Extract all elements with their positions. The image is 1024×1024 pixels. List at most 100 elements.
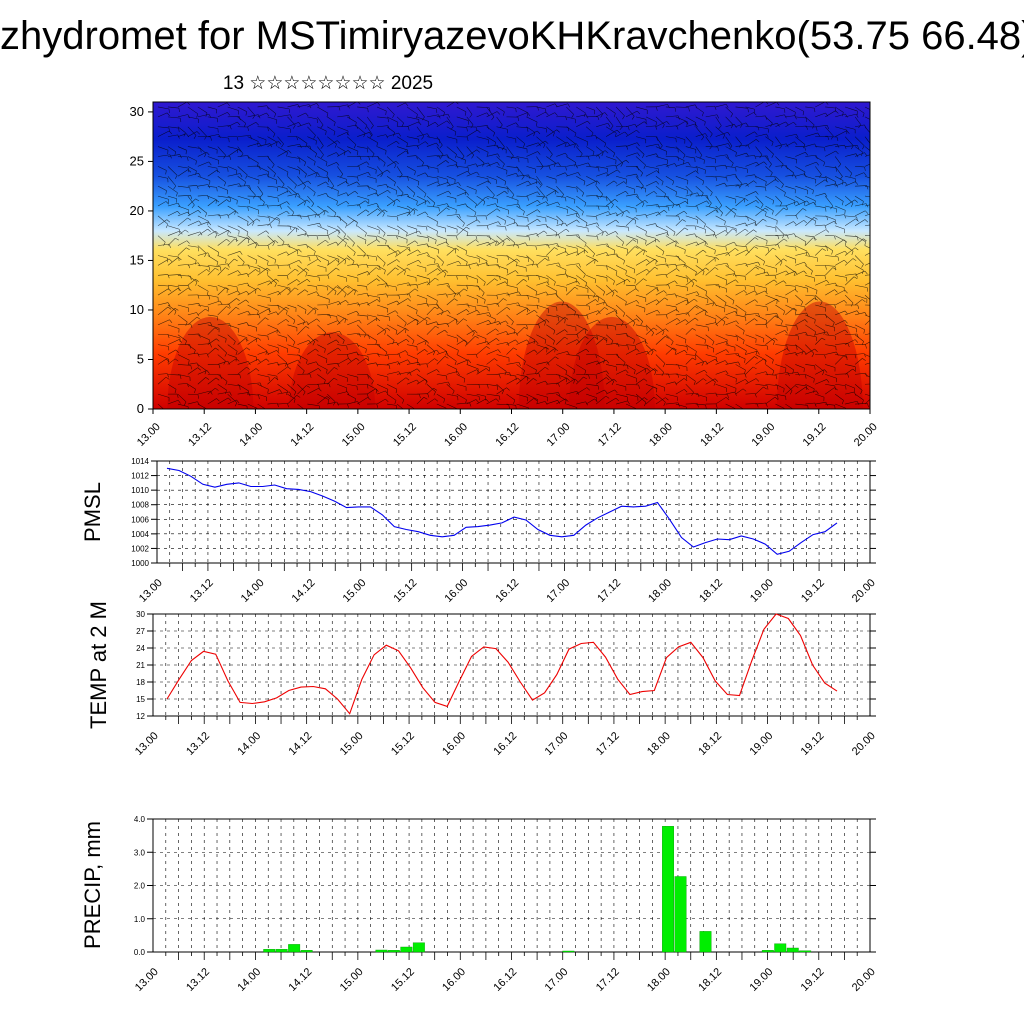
x-tick-label: 18.12 <box>698 421 726 449</box>
x-tick-label: 16.00 <box>440 730 468 758</box>
x-tick-label: 14.00 <box>235 730 263 758</box>
pmsl-ylabel: PMSL <box>80 482 105 542</box>
x-tick-label: 18.00 <box>645 730 673 758</box>
x-tick-label: 14.12 <box>287 730 315 758</box>
y-tick-label: 1002 <box>131 544 149 553</box>
x-tick-label: 17.12 <box>596 421 624 449</box>
precip-bar <box>263 949 276 953</box>
warm-plume <box>289 332 376 409</box>
x-tick-label: 16.12 <box>493 421 521 449</box>
x-tick-label: 17.00 <box>543 730 571 758</box>
y-tick-label: 1004 <box>131 530 149 539</box>
x-tick-label: 19.00 <box>749 421 777 449</box>
y-tick-label: 1012 <box>131 472 149 481</box>
warm-plume <box>776 301 863 409</box>
x-tick-label: 17.00 <box>543 966 571 994</box>
y-tick-label: 1010 <box>131 486 149 495</box>
y-tick-label: 25 <box>130 153 144 168</box>
y-tick-label: 27 <box>136 627 145 636</box>
x-tick-label: 13.00 <box>135 421 163 449</box>
y-tick-label: 2.0 <box>134 882 146 891</box>
x-tick-label: 15.00 <box>338 966 366 994</box>
x-tick-label: 13.00 <box>133 730 161 758</box>
y-tick-label: 1008 <box>131 501 149 510</box>
y-tick-label: 10 <box>130 302 144 317</box>
precip-bar <box>674 876 687 953</box>
precip-bar <box>774 943 787 953</box>
x-tick-label: 17.12 <box>594 966 622 994</box>
precip-bar <box>288 944 301 953</box>
x-tick-label: 14.12 <box>287 966 315 994</box>
temperature-ylabel: TEMP at 2 M <box>86 601 111 729</box>
x-tick-label: 15.12 <box>389 730 417 758</box>
pmsl-series-line <box>166 467 838 555</box>
y-tick-label: 30 <box>130 104 144 119</box>
precipitation-ylabel: PRECIP, mm <box>80 821 105 949</box>
x-tick-label: 13.12 <box>184 730 212 758</box>
x-tick-label: 14.00 <box>237 421 265 449</box>
y-tick-label: 1006 <box>131 515 149 524</box>
x-tick-label: 16.12 <box>491 730 519 758</box>
wind-barbs <box>157 102 870 409</box>
precip-bar <box>662 826 674 953</box>
x-tick-label: 17.00 <box>545 421 573 449</box>
y-tick-label: 12 <box>136 712 145 721</box>
x-tick-label: 16.12 <box>491 966 519 994</box>
x-tick-label: 15.00 <box>338 730 366 758</box>
precipitation-chart: PRECIP, mm 0.0 1.0 2.0 3.0 4.0 13.00 13.12 14.0… <box>80 815 878 994</box>
x-tick-label: 17.12 <box>594 730 622 758</box>
precip-bar <box>799 950 812 953</box>
pmsl-chart: PMSL 1000100210041006100810101012101413.… <box>80 457 878 605</box>
y-tick-label: 15 <box>136 695 145 704</box>
x-tick-label: 14.00 <box>235 966 263 994</box>
precip-bar <box>300 950 313 953</box>
x-tick-label: 13.00 <box>133 966 161 994</box>
y-tick-label: 18 <box>136 678 145 687</box>
precip-bar <box>375 949 388 953</box>
x-tick-label: 18.00 <box>647 421 675 449</box>
y-tick-label: 15 <box>130 252 144 267</box>
x-tick-label: 19.00 <box>747 966 775 994</box>
x-tick-label: 19.00 <box>747 730 775 758</box>
x-tick-label: 14.12 <box>289 421 317 449</box>
y-tick-label: 30 <box>136 610 145 619</box>
precip-bar <box>387 950 400 953</box>
y-tick-label: 0 <box>137 401 144 416</box>
x-tick-label: 19.12 <box>801 421 829 449</box>
y-tick-label: 1000 <box>131 559 149 568</box>
x-tick-label: 18.12 <box>696 966 724 994</box>
precip-bar <box>562 950 575 953</box>
x-tick-label: 15.12 <box>391 421 419 449</box>
precip-bar <box>275 949 288 953</box>
x-tick-label: 15.12 <box>389 966 417 994</box>
x-tick-label: 16.00 <box>440 966 468 994</box>
x-tick-label: 18.00 <box>645 966 673 994</box>
x-tick-label: 20.00 <box>850 966 878 994</box>
x-tick-label: 15.00 <box>340 421 368 449</box>
y-tick-label: 20 <box>130 203 144 218</box>
x-tick-label: 19.12 <box>799 966 827 994</box>
temperature-chart: TEMP at 2 M 12 15 18 21 24 27 30 13.00 13.12 14.0… <box>86 601 878 758</box>
y-tick-label: 1.0 <box>134 915 146 924</box>
cross-section-chart: 0 5 10 15 20 25 30 13.00 13.12 14.00 14.12 15.00 15.… <box>130 101 880 449</box>
y-tick-label: 1014 <box>131 457 149 466</box>
warm-plume <box>167 316 254 409</box>
x-tick-label: 20.00 <box>852 421 880 449</box>
x-tick-label: 19.12 <box>799 730 827 758</box>
precip-bar <box>400 946 413 953</box>
x-tick-label: 13.12 <box>184 966 212 994</box>
x-tick-label: 18.12 <box>696 730 724 758</box>
precip-bar <box>412 942 425 953</box>
page-subtitle: 13 ☆☆☆☆☆☆☆☆ 2025 <box>222 73 434 94</box>
y-tick-label: 0.0 <box>134 948 146 957</box>
y-tick-label: 4.0 <box>134 815 146 824</box>
page-title: zhydromet for MSTimiryazevoKHKravchenko(… <box>0 14 1024 58</box>
precip-bar <box>786 947 799 953</box>
y-tick-label: 5 <box>137 351 144 366</box>
temperature-field <box>153 102 870 409</box>
precip-bar <box>699 931 712 953</box>
x-tick-label: 20.00 <box>850 730 878 758</box>
warm-plume <box>568 316 655 409</box>
y-tick-label: 3.0 <box>134 848 146 857</box>
x-tick-label: 13.12 <box>186 421 214 449</box>
